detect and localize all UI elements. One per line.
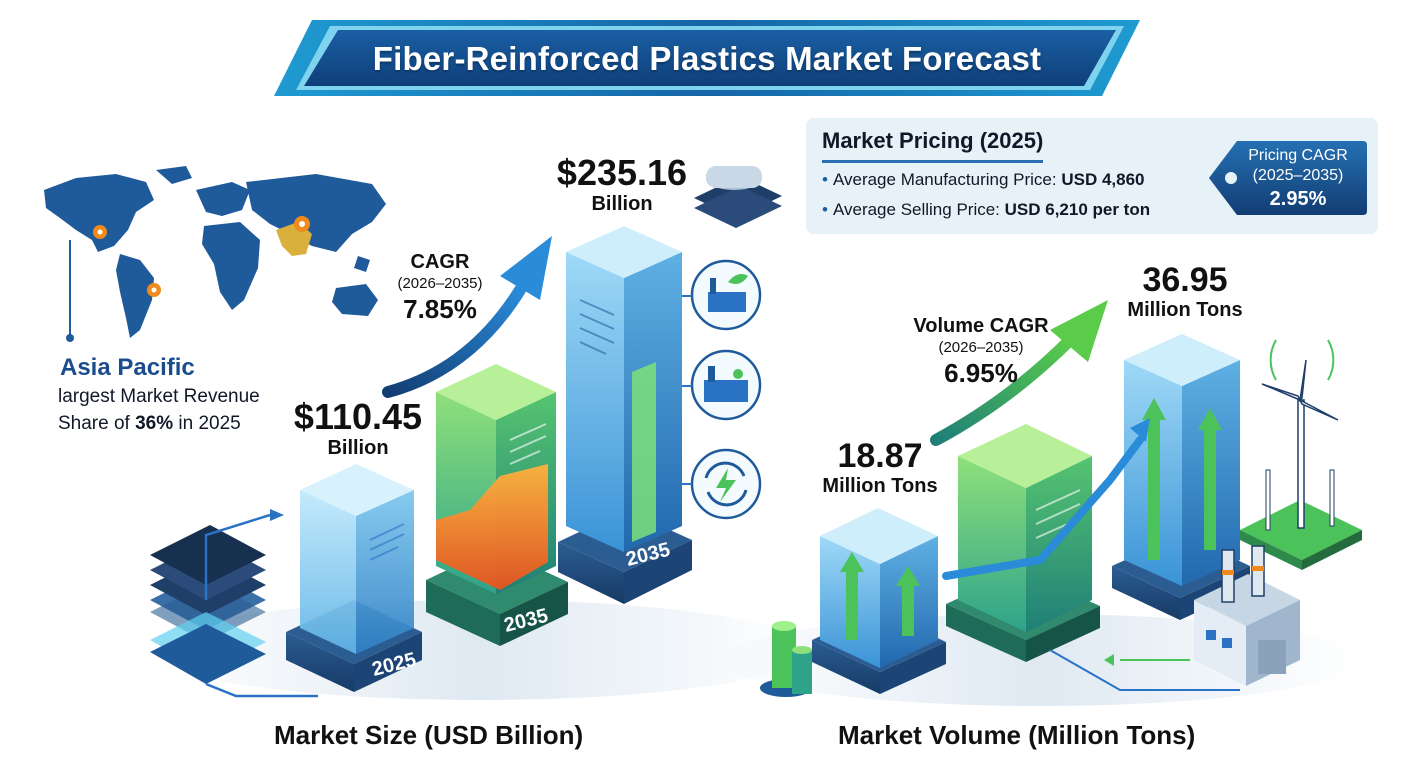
wind-turbine-icon [1240,339,1362,570]
market-volume-growth-arrow [930,300,1108,446]
market-volume-cagr-label: Volume CAGR [913,315,1049,337]
market-size-start-value: $110.45 [293,396,423,437]
market-volume-start-value: 18.87 [837,437,923,475]
map-pin-icon [294,216,310,232]
region-share-prefix: Share of [58,413,136,434]
map-pin-icon [147,283,161,297]
fiber-roll-icon [694,166,782,228]
bullet-icon: • [822,200,828,219]
pricing-item: • Average Manufacturing Price: USD 4,860 [822,170,1145,190]
pricing-item-label: Average Selling Price: [832,200,1005,219]
pricing-title: Market Pricing (2025) [822,128,1044,163]
market-size-end-value: $235.16 [556,152,688,193]
market-size-start-label: $110.45 Billion [288,398,428,460]
industrial-plant-icon [690,349,762,421]
pricing-item-value: USD 6,210 per ton [1004,200,1151,219]
market-volume-end-label: 36.95 Million Tons [1110,262,1260,322]
market-volume-start-label: 18.87 Million Tons [810,438,950,498]
market-size-growth-arrow [382,236,552,398]
market-volume-section-label: Market Volume (Million Tons) [838,720,1196,750]
market-size-start-unit: Billion [327,437,389,459]
region-share-value: 36% [135,413,174,434]
market-volume-bar-2025 [812,508,946,694]
market-volume-cagr-value: 6.95% [944,358,1018,388]
market-size-end-label: $235.16 Billion [552,154,692,216]
market-volume-end-unit: Million Tons [1127,299,1243,321]
factory-icon [1194,545,1300,686]
price-tag-icon [1209,141,1367,215]
pricing-item: • Average Selling Price: USD 6,210 per to… [822,200,1150,220]
market-size-cagr-label: CAGR [410,251,470,273]
year-label-2025: 2025 [370,649,419,681]
region-description: largest Market Revenue [58,386,260,407]
market-size-bar-2035-mid [426,364,568,646]
title-banner-shape [274,20,1140,96]
pricing-cagr-period: (2025–2035) [1252,167,1344,184]
market-size-section-label: Market Size (USD Billion) [274,720,584,750]
page-title: Fiber-Reinforced Plastics Market Forecas… [372,40,1042,77]
region-share-line: Share of 36% in 2025 [58,413,241,435]
year-label-2035: 2035 [624,539,673,571]
market-volume-cagr: Volume CAGR (2026–2035) 6.95% [896,314,1066,388]
market-size-cagr-period: (2026–2035) [397,275,483,292]
market-volume-cagr-period: (2026–2035) [938,339,1024,356]
eco-factory-icon [690,259,762,331]
title-banner: Fiber-Reinforced Plastics Market Forecas… [272,18,1142,98]
pricing-cagr-label: Pricing CAGR [1248,147,1348,164]
market-volume-bar-2035 [1112,334,1250,620]
market-size-end-unit: Billion [591,193,653,215]
market-size-bar-2035 [558,226,692,604]
region-share-suffix: in 2025 [173,413,241,434]
year-label-2035-mid: 2035 [502,605,551,637]
market-size-cagr-value: 7.85% [403,294,477,324]
market-size-bar-2025 [286,464,422,692]
market-volume-end-value: 36.95 [1142,261,1228,299]
pricing-cagr-tag: Pricing CAGR (2025–2035) 2.95% [1227,146,1369,212]
pricing-cagr-value: 2.95% [1269,188,1327,210]
market-volume-start-unit: Million Tons [822,475,938,497]
region-name: Asia Pacific [60,354,195,381]
pricing-item-label: Average Manufacturing Price: [832,170,1062,189]
map-pin-icon [93,225,107,239]
bullet-icon: • [822,170,828,189]
world-map [44,166,386,342]
pricing-item-value: USD 4,860 [1061,170,1145,189]
storage-tanks-icon [760,621,812,697]
market-size-cagr: CAGR (2026–2035) 7.85% [380,250,500,324]
fiber-sheets-stack-icon [150,525,266,684]
